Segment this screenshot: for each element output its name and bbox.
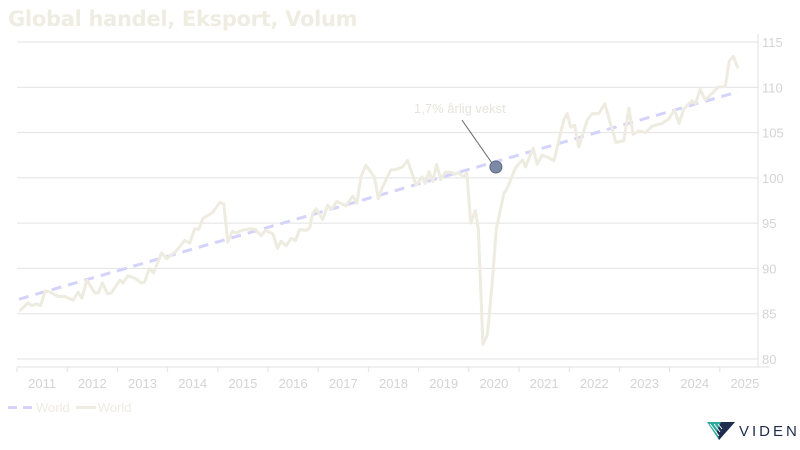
world-export-line-series	[18, 55, 740, 346]
x-tick-label: 2021	[530, 376, 559, 391]
annotation-label: 1,7% årlig vekst	[414, 101, 506, 116]
annotation-marker	[489, 160, 503, 174]
x-tick-label: 2022	[580, 376, 609, 391]
y-tick-label: 110	[762, 80, 783, 95]
x-tick-label: 2025	[730, 376, 759, 391]
y-tick-label: 115	[762, 35, 783, 50]
legend-swatch-actual	[75, 406, 96, 409]
x-tick-label: 2014	[178, 376, 207, 391]
y-tick-label: 100	[762, 171, 784, 186]
logo-text: VIDEN	[739, 422, 800, 440]
x-tick-label: 2017	[329, 376, 358, 391]
y-tick-label: 90	[762, 261, 776, 276]
x-tick-label: 2018	[379, 376, 408, 391]
legend-swatch-trend	[8, 406, 34, 409]
x-tick-label: 2012	[78, 376, 107, 391]
viden-logo: VIDEN	[707, 421, 800, 441]
x-tick-label: 2020	[479, 376, 508, 391]
y-tick-label: 85	[762, 307, 776, 322]
x-tick-label: 2015	[228, 376, 257, 391]
x-tick-label: 2011	[28, 376, 56, 391]
chart-title: Global handel, Eksport, Volum	[8, 7, 358, 31]
x-tick-label: 2013	[128, 376, 157, 391]
legend: World World	[8, 400, 131, 415]
x-tick-label: 2024	[680, 376, 709, 391]
x-tick-label: 2019	[429, 376, 458, 391]
legend-label-actual: World	[97, 400, 132, 415]
legend-label-trend: World	[36, 400, 70, 415]
x-tick-label: 2023	[630, 376, 659, 391]
annotation-leader-line	[461, 119, 493, 164]
y-tick-label: 80	[762, 352, 776, 367]
x-tick-label: 2016	[279, 376, 308, 391]
viden-logo-icon	[707, 422, 735, 440]
y-tick-label: 95	[762, 216, 776, 231]
y-tick-label: 105	[762, 126, 784, 141]
